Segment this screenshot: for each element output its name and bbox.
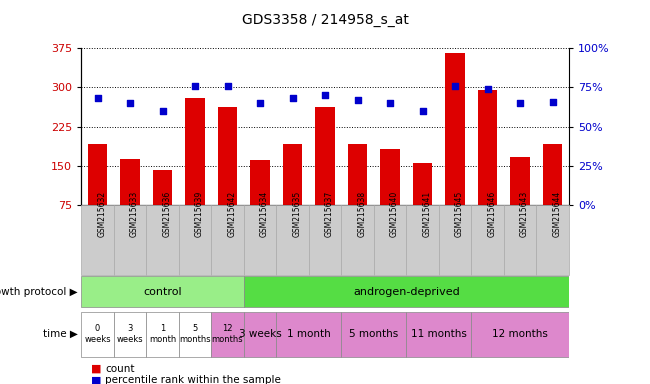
Text: GSM215637: GSM215637 xyxy=(325,190,334,237)
Text: GSM215641: GSM215641 xyxy=(422,191,432,237)
Point xyxy=(157,108,168,114)
Point xyxy=(92,95,103,101)
Bar xyxy=(374,205,406,275)
Point xyxy=(417,108,428,114)
Text: 3
weeks: 3 weeks xyxy=(117,324,143,344)
Bar xyxy=(406,205,439,275)
Bar xyxy=(146,205,179,275)
Bar xyxy=(250,160,270,205)
Text: GSM215635: GSM215635 xyxy=(292,190,302,237)
Text: GSM215642: GSM215642 xyxy=(227,191,237,237)
Text: GSM215646: GSM215646 xyxy=(488,190,497,237)
Bar xyxy=(341,205,374,275)
Bar xyxy=(478,90,497,205)
Bar xyxy=(283,144,302,205)
Bar xyxy=(179,205,211,275)
Text: GSM215645: GSM215645 xyxy=(455,190,464,237)
Text: GSM215636: GSM215636 xyxy=(162,190,172,237)
Point xyxy=(125,100,135,106)
Bar xyxy=(81,205,114,275)
Bar xyxy=(81,276,244,307)
Bar xyxy=(146,312,179,356)
Bar xyxy=(114,312,146,356)
Bar xyxy=(114,205,146,275)
Point xyxy=(222,83,233,89)
Point xyxy=(190,83,200,89)
Text: ■: ■ xyxy=(91,364,101,374)
Point xyxy=(450,83,460,89)
Text: 5 months: 5 months xyxy=(349,329,398,339)
Bar xyxy=(471,205,504,275)
Text: 12
months: 12 months xyxy=(212,324,243,344)
Text: GSM215634: GSM215634 xyxy=(260,190,269,237)
Text: GSM215632: GSM215632 xyxy=(98,191,107,237)
Text: 1 month: 1 month xyxy=(287,329,331,339)
Text: count: count xyxy=(105,364,135,374)
Text: 3 weeks: 3 weeks xyxy=(239,329,281,339)
Point xyxy=(320,92,330,98)
Text: GSM215638: GSM215638 xyxy=(358,191,367,237)
Bar xyxy=(88,144,107,205)
Bar xyxy=(406,312,471,356)
Bar xyxy=(244,205,276,275)
Bar xyxy=(185,98,205,205)
Text: growth protocol ▶: growth protocol ▶ xyxy=(0,287,78,297)
Text: GDS3358 / 214958_s_at: GDS3358 / 214958_s_at xyxy=(242,13,408,27)
Bar xyxy=(309,205,341,275)
Bar xyxy=(276,312,341,356)
Bar xyxy=(211,205,244,275)
Bar xyxy=(315,107,335,205)
Bar xyxy=(153,170,172,205)
Bar xyxy=(341,312,406,356)
Text: GSM215639: GSM215639 xyxy=(195,190,204,237)
Text: control: control xyxy=(143,287,182,297)
Bar xyxy=(244,276,569,307)
Text: time ▶: time ▶ xyxy=(43,329,78,339)
Bar xyxy=(276,205,309,275)
Bar xyxy=(81,312,114,356)
Bar xyxy=(179,312,211,356)
Bar xyxy=(380,149,400,205)
Text: GSM215643: GSM215643 xyxy=(520,190,529,237)
Bar xyxy=(211,312,244,356)
Text: GSM215644: GSM215644 xyxy=(552,190,562,237)
Text: 1
month: 1 month xyxy=(149,324,176,344)
Point xyxy=(255,100,265,106)
Bar xyxy=(536,205,569,275)
Point xyxy=(547,98,558,104)
Bar xyxy=(471,312,569,356)
Text: 11 months: 11 months xyxy=(411,329,467,339)
Text: GSM215633: GSM215633 xyxy=(130,190,139,237)
Bar xyxy=(543,144,562,205)
Bar xyxy=(348,144,367,205)
Bar xyxy=(510,157,530,205)
Text: percentile rank within the sample: percentile rank within the sample xyxy=(105,375,281,384)
Bar xyxy=(439,205,471,275)
Bar xyxy=(413,164,432,205)
Point xyxy=(287,95,298,101)
Bar xyxy=(445,53,465,205)
Text: androgen-deprived: androgen-deprived xyxy=(353,287,460,297)
Text: 12 months: 12 months xyxy=(492,329,548,339)
Bar xyxy=(244,312,276,356)
Bar xyxy=(218,107,237,205)
Bar xyxy=(120,159,140,205)
Text: ■: ■ xyxy=(91,375,101,384)
Point xyxy=(515,100,525,106)
Text: 0
weeks: 0 weeks xyxy=(84,324,110,344)
Text: 5
months: 5 months xyxy=(179,324,211,344)
Point xyxy=(482,86,493,92)
Point xyxy=(352,97,363,103)
Point xyxy=(385,100,395,106)
Bar xyxy=(504,205,536,275)
Text: GSM215640: GSM215640 xyxy=(390,190,399,237)
